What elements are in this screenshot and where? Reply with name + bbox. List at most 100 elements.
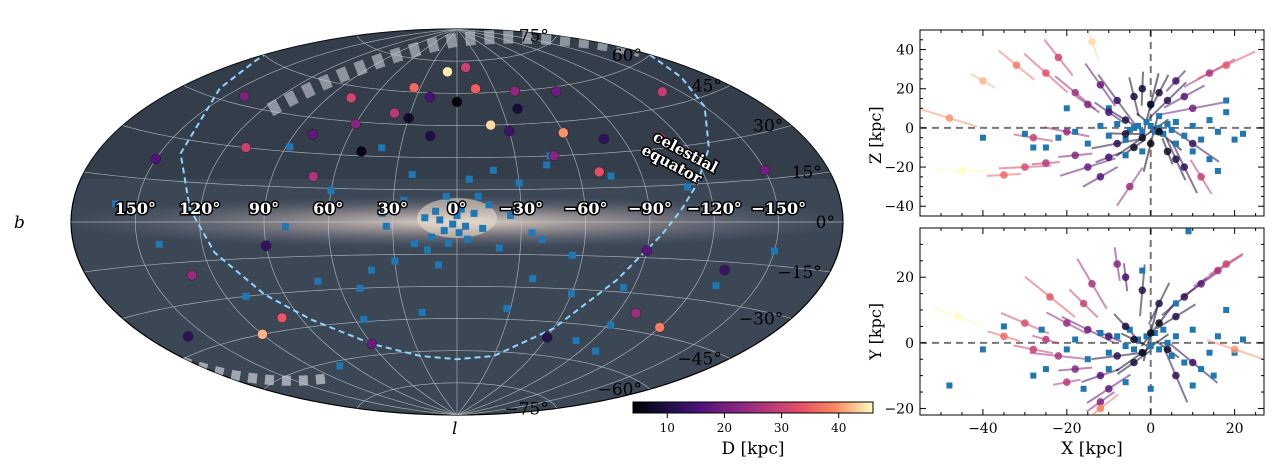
sky-square-point	[282, 223, 289, 231]
sky-square-point	[503, 305, 511, 312]
sky-circle-point	[350, 118, 361, 130]
sky-square-point	[495, 244, 503, 252]
xz-square-point	[1181, 132, 1188, 139]
sky-square-point	[314, 277, 322, 285]
xy-circle-point	[1042, 335, 1050, 344]
xy-circle-point	[1063, 378, 1071, 387]
xz-square-point	[1126, 126, 1133, 133]
sky-square-point	[507, 212, 515, 219]
sky-circle-point	[403, 112, 414, 124]
longitude-label: 30°	[378, 199, 408, 218]
xy-circle-point	[1029, 345, 1038, 354]
sky-circle-point	[654, 322, 665, 333]
xy-circle-point	[1113, 352, 1121, 360]
colorbar-tick-label: 10	[660, 421, 675, 435]
sky-square-point	[568, 251, 576, 259]
sky-square-point	[457, 205, 465, 213]
xy-square-point	[1172, 333, 1179, 340]
latitude-label: 15°	[792, 163, 822, 183]
xz-circle-point	[1096, 81, 1105, 89]
y-tick-label: 20	[896, 82, 914, 98]
xz-square-point	[1105, 105, 1112, 112]
xy-square-point	[1114, 333, 1121, 340]
x-tick-label: −20	[1052, 421, 1082, 437]
sky-circle-point	[594, 166, 605, 178]
xy-circle-point	[1096, 398, 1105, 406]
xy-square-point	[1189, 326, 1196, 333]
colorbar-tick-label: 40	[831, 421, 846, 435]
xy-xlabel: X [kpc]	[1061, 439, 1122, 459]
xy-square-point	[1206, 349, 1213, 356]
sky-circle-point	[470, 83, 481, 95]
xy-circle-point	[1021, 319, 1029, 327]
sky-circle-point	[356, 146, 367, 157]
xz-circle-point	[1146, 100, 1155, 109]
xz-circle-markers	[945, 37, 1230, 191]
sky-square-point	[327, 187, 335, 195]
sky-circle-point	[442, 66, 453, 78]
sky-square-point	[242, 292, 250, 300]
sky-square-point	[424, 246, 431, 254]
xz-square-point	[1214, 128, 1221, 135]
sky-circle-point	[630, 308, 642, 319]
xy-square-point	[1042, 366, 1049, 373]
sky-circle-point	[260, 240, 272, 252]
xy-square-point	[1214, 333, 1221, 340]
xy-square-point	[1038, 326, 1045, 333]
sky-circle-point	[150, 153, 162, 165]
sky-square-point	[712, 282, 720, 290]
xz-square-point	[1139, 128, 1146, 135]
x-tick-label: −40	[968, 421, 998, 437]
y-tick-label: −20	[884, 401, 914, 417]
xz-square-point	[1139, 148, 1146, 155]
xz-circle-point	[1126, 182, 1134, 191]
sky-ylabel: b	[14, 213, 25, 233]
latitude-label: 0°	[816, 213, 835, 233]
xz-square-point	[1143, 119, 1150, 125]
latitude-label: −75°	[505, 399, 549, 419]
xy-square-point	[1122, 343, 1129, 350]
latitude-label: 75°	[519, 27, 549, 47]
xy-square-point	[1135, 336, 1142, 343]
sky-square-point	[591, 200, 599, 208]
xz-circle-point	[1180, 92, 1189, 101]
xz-square-point	[1147, 122, 1154, 129]
xz-square-point	[1030, 144, 1037, 151]
xy-circle-point	[1172, 371, 1180, 380]
longitude-labels: 150° 120° 90° 60° 30° 0° −30° −60° −90° −120° −150…	[113, 198, 808, 220]
sky-square-point	[451, 205, 459, 213]
xz-square-markers	[979, 97, 1246, 174]
sky-circle-point	[186, 270, 198, 281]
xz-circle-point	[1105, 108, 1113, 116]
xy-circle-point	[1105, 385, 1113, 393]
xy-circle-point	[1121, 273, 1130, 282]
xy-circle-point	[1214, 266, 1222, 275]
xy-square-point	[1105, 349, 1112, 356]
xz-square-point	[1206, 117, 1213, 124]
xy-square-point	[1168, 352, 1175, 359]
sky-square-point	[528, 229, 536, 237]
xz-square-point	[1105, 132, 1112, 139]
xz-circle-point	[1042, 69, 1050, 77]
panel-xy: −20 0 20 −40 −20 0 20 Y [kpc] X [kpc]	[866, 227, 1265, 459]
xz-square-point	[1156, 113, 1163, 120]
sky-square-point	[418, 309, 426, 316]
sky-circle-markers	[150, 62, 771, 350]
xy-square-point	[1084, 356, 1091, 363]
sky-circle-point	[759, 164, 771, 176]
xz-square-point	[1156, 124, 1163, 131]
sky-circle-point	[389, 107, 400, 119]
xy-square-point	[1156, 346, 1163, 353]
sky-grid	[71, 29, 843, 415]
colorbar: 10 20 30 40 D [kpc]	[632, 401, 874, 459]
xz-circle-point	[1113, 139, 1121, 148]
sky-circle-point	[366, 338, 377, 350]
xz-square-point	[1206, 156, 1213, 163]
xy-square-point	[1185, 228, 1192, 235]
sky-square-point	[435, 261, 442, 269]
sky-square-point	[442, 192, 450, 200]
stream-track-north	[266, 29, 642, 117]
colorbar-gradient	[632, 401, 874, 414]
xz-square-point	[1063, 105, 1070, 112]
xy-circle-point	[1155, 299, 1163, 308]
